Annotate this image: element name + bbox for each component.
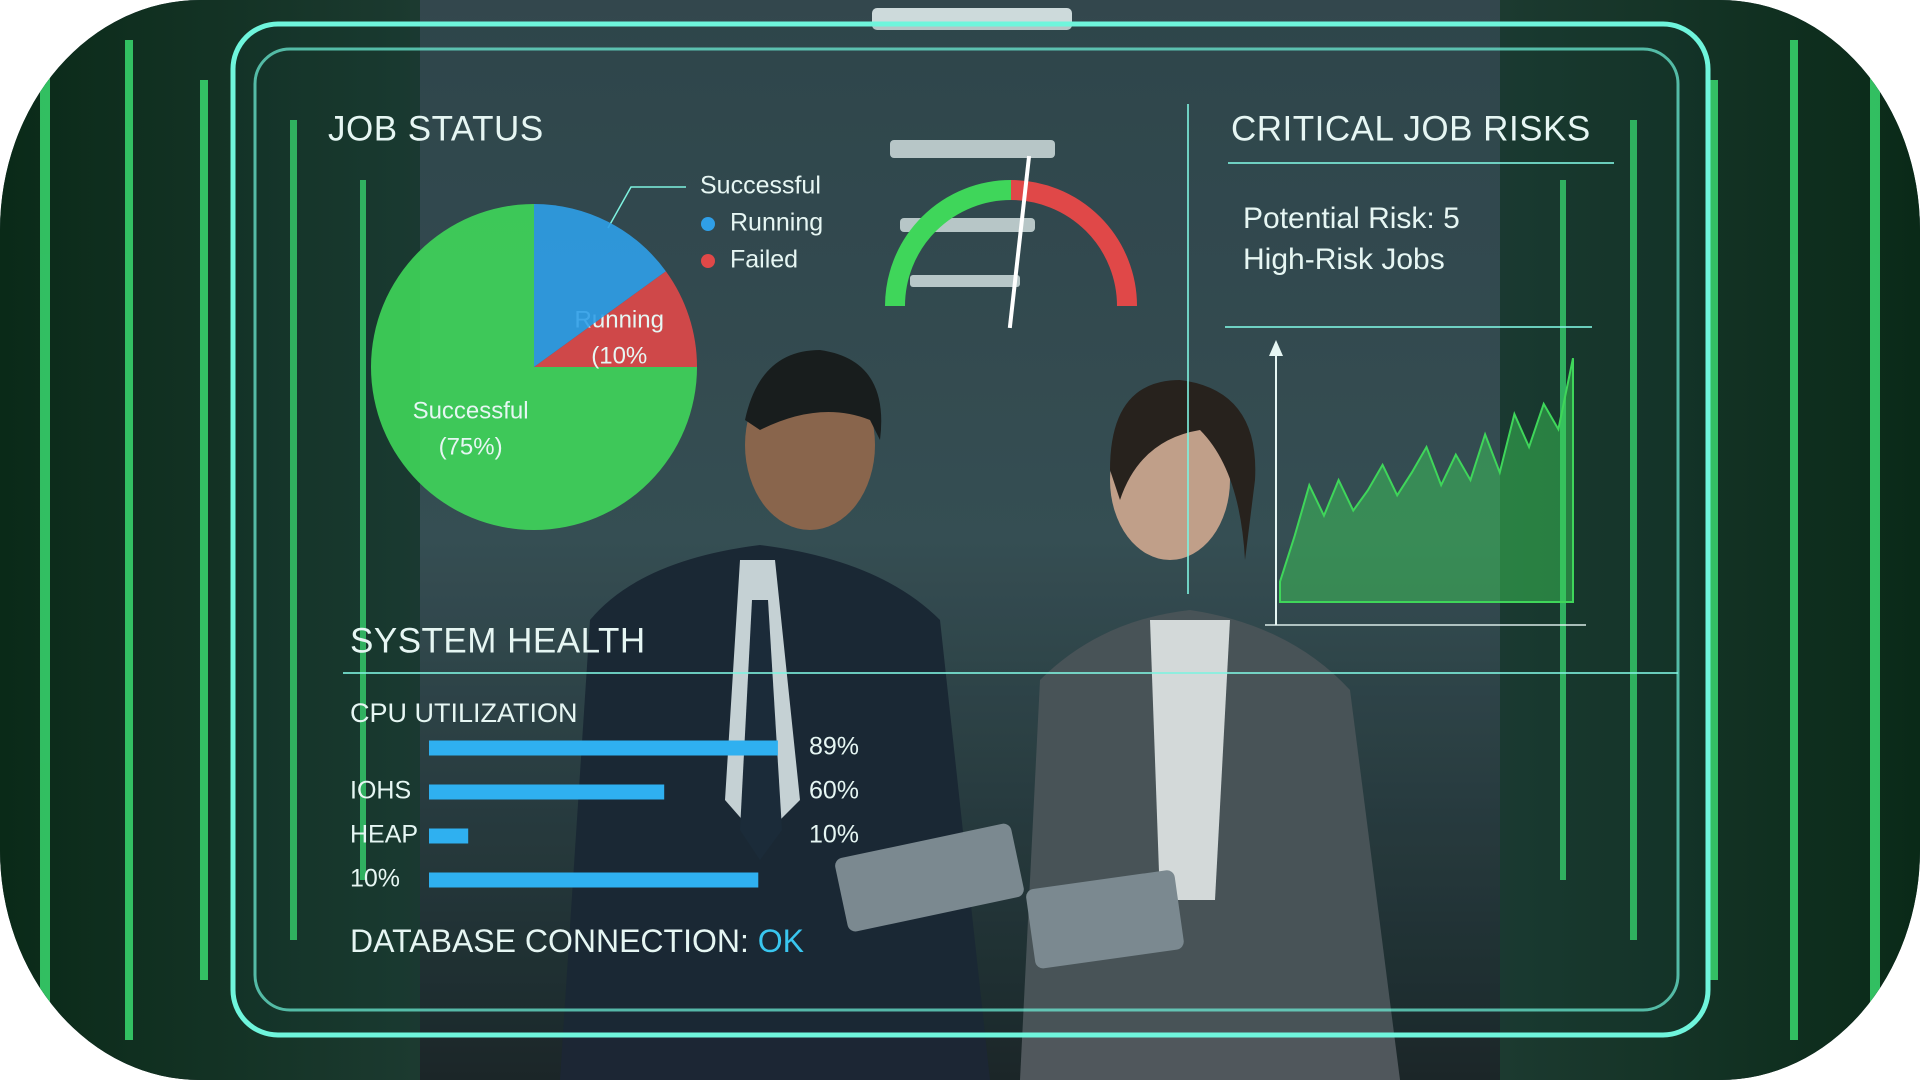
bar-label: HEAP: [350, 821, 418, 849]
leader-line: [607, 186, 686, 229]
axis-arrow: [1269, 340, 1283, 356]
bar: [429, 740, 778, 756]
bar: [429, 828, 469, 844]
area: [1279, 357, 1574, 603]
slice-label: Successful: [413, 398, 529, 425]
bar-value: 89%: [809, 733, 859, 761]
risk-line: High-Risk Jobs: [1243, 243, 1445, 276]
section-title: SYSTEM HEALTH: [350, 621, 646, 660]
bar-value: 60%: [809, 777, 859, 805]
tablet: [835, 823, 1024, 932]
bar-label: 10%: [350, 865, 400, 893]
risk-line: Potential Risk: 5: [1243, 202, 1460, 235]
legend-swatch: [701, 254, 715, 268]
legend-label: Successful: [700, 172, 821, 200]
db-value: OK: [758, 923, 804, 959]
gauge-arc: [885, 180, 1012, 307]
gauge-needle: [1007, 155, 1032, 329]
legend-swatch: [701, 217, 715, 231]
subtitle: CPU UTILIZATION: [350, 698, 578, 728]
db-label: DATABASE CONNECTION:: [350, 923, 749, 959]
slice-value: (75%): [439, 434, 503, 461]
left-racks: [0, 0, 420, 1080]
db-status: DATABASE CONNECTION: OK: [350, 923, 804, 959]
pie-slice: [534, 204, 666, 367]
gauge-arc: [1010, 180, 1137, 307]
pie-slice: [534, 271, 697, 367]
section-title: JOB STATUS: [328, 109, 544, 148]
bar: [429, 784, 665, 800]
rack-lights: [40, 40, 1880, 1040]
legend-label: Running: [730, 209, 823, 237]
legend-label: Failed: [730, 246, 798, 274]
person-left: [560, 350, 990, 1080]
bar-value: 10%: [809, 821, 859, 849]
bar-label: IOHS: [350, 777, 411, 805]
slice-value: (10%: [591, 343, 647, 370]
person-right: [1020, 380, 1400, 1080]
section-title: CRITICAL JOB RISKS: [1231, 109, 1591, 148]
bar: [429, 872, 759, 888]
hud-inner-frame: [253, 47, 1680, 1012]
